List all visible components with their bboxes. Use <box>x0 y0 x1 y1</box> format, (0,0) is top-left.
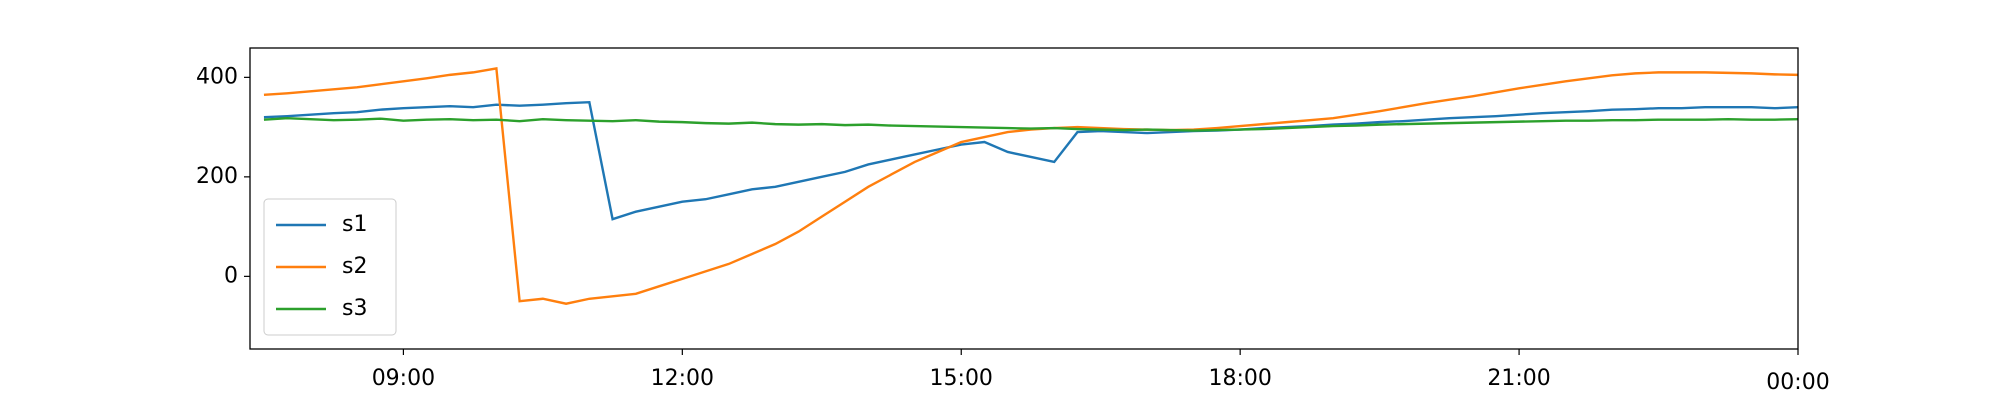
series-line <box>263 100 1798 221</box>
legend-box <box>263 198 397 336</box>
legend-label: s1 <box>342 212 367 237</box>
plot-frame <box>249 47 1799 350</box>
y-tick-label: 0 <box>224 263 238 288</box>
series-line <box>263 66 1798 305</box>
x-tick-label: 18:00 <box>1208 366 1271 391</box>
legend-label: s3 <box>342 296 367 321</box>
legend: s1 s2 s3 <box>263 198 397 336</box>
x-tick-label: 12:00 <box>651 366 714 391</box>
x-tick-label: 21:00 <box>1487 366 1550 391</box>
series-line <box>263 116 1798 132</box>
x-tick-label: 00:00 <box>1766 370 1829 395</box>
x-tick-label: 09:00 <box>372 366 435 391</box>
x-tick-label: 15:00 <box>930 366 993 391</box>
y-tick-label: 200 <box>196 164 238 189</box>
legend-label: s2 <box>342 254 367 279</box>
y-tick-label: 400 <box>196 64 238 89</box>
